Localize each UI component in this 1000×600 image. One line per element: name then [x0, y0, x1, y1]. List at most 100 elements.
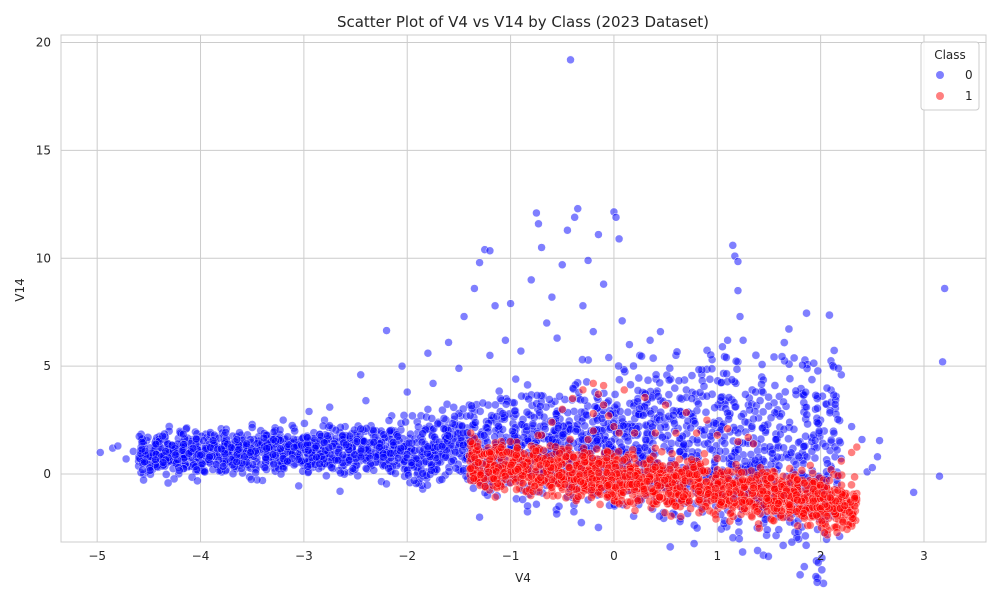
data-point [536, 473, 545, 482]
data-point [763, 525, 772, 534]
data-point [523, 501, 532, 511]
data-point [333, 456, 343, 465]
data-point [619, 421, 628, 430]
data-point [664, 489, 673, 498]
data-point [228, 469, 238, 478]
series-class-1 [464, 379, 862, 539]
data-point [639, 459, 648, 468]
data-point [439, 414, 449, 423]
data-point [589, 379, 598, 388]
data-point [558, 405, 567, 414]
data-point [247, 475, 256, 484]
data-point [356, 452, 366, 462]
data-point [700, 449, 709, 458]
data-point [599, 279, 608, 289]
data-point [615, 375, 624, 384]
data-point [699, 382, 709, 391]
data-point [623, 436, 633, 446]
data-point [506, 437, 515, 446]
data-point [647, 484, 656, 493]
data-point [341, 440, 351, 449]
data-point [816, 480, 825, 490]
data-point [179, 429, 188, 439]
data-point [323, 431, 332, 440]
data-point [294, 481, 303, 491]
data-point [702, 392, 712, 401]
data-point [738, 475, 747, 484]
data-point [580, 421, 589, 431]
data-point [666, 542, 675, 551]
data-point [807, 447, 817, 456]
data-point [727, 375, 737, 384]
data-point [837, 456, 846, 466]
data-point [163, 478, 173, 488]
data-point [726, 509, 735, 518]
data-point [427, 466, 436, 475]
data-point [423, 348, 433, 358]
data-point [375, 443, 384, 452]
data-point [868, 463, 877, 472]
y-tick-label: 15 [36, 143, 51, 157]
data-point [501, 471, 510, 481]
data-point [784, 324, 794, 334]
data-point [656, 408, 665, 417]
data-point [423, 405, 433, 414]
data-point [587, 486, 596, 495]
data-point [732, 365, 742, 374]
data-point [409, 476, 419, 485]
data-point [795, 570, 805, 579]
data-point [197, 459, 207, 468]
data-point [121, 454, 131, 464]
data-point [140, 457, 149, 467]
data-point [779, 491, 788, 500]
data-point [348, 464, 358, 473]
data-point [629, 361, 638, 371]
y-axis-label: V14 [13, 278, 27, 301]
data-point [583, 256, 593, 265]
data-point [555, 392, 564, 401]
data-point [603, 481, 612, 490]
data-point [875, 436, 884, 445]
data-point [829, 428, 839, 438]
data-point [813, 578, 822, 587]
data-point [408, 411, 417, 420]
y-tick-label: 10 [36, 251, 51, 265]
data-point [609, 422, 619, 431]
data-point [473, 442, 482, 451]
data-point [840, 501, 849, 510]
data-point [639, 411, 648, 420]
data-point [467, 401, 476, 410]
data-point [558, 260, 567, 270]
data-point [762, 507, 772, 516]
data-point [731, 402, 740, 412]
data-point [631, 471, 640, 480]
data-point [718, 490, 727, 499]
data-point [171, 450, 180, 460]
data-point [793, 495, 802, 505]
data-point [694, 487, 703, 496]
data-point [490, 301, 500, 311]
data-point [161, 447, 170, 456]
data-point [785, 464, 794, 473]
data-point [821, 442, 830, 451]
data-point [506, 299, 515, 308]
data-point [615, 499, 624, 508]
data-point [749, 483, 758, 493]
data-point [495, 387, 504, 396]
data-point [501, 336, 510, 345]
data-point [200, 467, 209, 477]
data-point [599, 381, 608, 390]
data-point [227, 443, 236, 452]
data-point [404, 438, 414, 448]
data-point [242, 439, 251, 448]
data-point [810, 453, 820, 463]
data-point [756, 434, 766, 444]
data-point [470, 284, 479, 293]
data-point [723, 336, 732, 345]
data-point [485, 351, 495, 360]
data-point [158, 458, 168, 467]
data-point [834, 364, 843, 373]
data-point [711, 470, 721, 479]
data-point [441, 453, 450, 462]
y-tick-label: 0 [43, 467, 51, 481]
